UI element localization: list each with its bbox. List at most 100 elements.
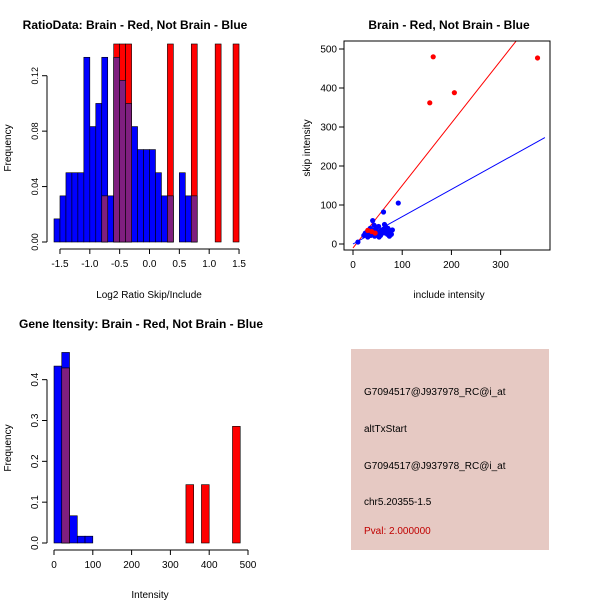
intensity-overlap-bar	[61, 367, 70, 544]
pval-text: Pval: 2.000000	[364, 526, 431, 537]
ratio-blue-bar	[131, 126, 138, 243]
intensity-scatter-panel: Brain - Red, Not Brain - Blue 0 100 200 300…	[302, 18, 551, 301]
scatter-point-blue	[378, 231, 384, 237]
intensity-x-tick-label: 400	[201, 560, 218, 571]
scatter-ylabel: skip intensity	[302, 119, 313, 176]
intensity-red-bar	[232, 426, 241, 544]
scatter-point-red	[430, 54, 436, 60]
event-type: altTxStart	[364, 424, 407, 435]
ratio-blue-bar	[137, 149, 144, 243]
ratio-blue-bar	[107, 195, 114, 243]
ratio-histogram-axes: -1.5 -1.0 -0.5 0.0 0.5 1.0 1.5 0.00 0.04 0.08 0.12	[30, 67, 246, 270]
ratio-histogram-title: RatioData: Brain - Red, Not Brain - Blue	[23, 18, 248, 32]
intensity-y-tick-label: 0.3	[30, 413, 41, 427]
intensity-x-tick-label: 0	[51, 560, 57, 571]
scatter-title: Brain - Red, Not Brain - Blue	[368, 18, 530, 32]
scatter-x-tick-label: 0	[350, 260, 356, 271]
ratio-y-tick-label: 0.04	[30, 178, 40, 196]
scatter-point-blue	[389, 227, 395, 233]
intensity-red-bar	[201, 484, 210, 544]
ratio-blue-bar	[149, 149, 156, 243]
scatter-y-tick-label: 500	[320, 45, 337, 56]
ratio-y-tick-label: 0.12	[30, 67, 40, 85]
ratio-blue-bar	[77, 172, 85, 243]
ratio-x-tick-label: -1.5	[51, 259, 69, 270]
intensity-y-tick-label: 0.0	[30, 536, 41, 550]
ratio-blue-bar	[83, 56, 91, 243]
scatter-point-red	[534, 55, 541, 61]
ratio-blue-bar	[53, 218, 61, 243]
intensity-x-tick-label: 300	[162, 560, 179, 571]
scatter-xlabel: include intensity	[413, 290, 484, 301]
intensity-blue-bar	[84, 535, 94, 544]
gene-intensity-title: Gene Itensity: Brain - Red, Not Brain - …	[19, 317, 263, 331]
ratio-x-tick-label: 0.0	[143, 259, 157, 270]
ratio-blue-bar	[59, 195, 67, 243]
ratio-overlap-bar	[101, 195, 109, 243]
gene-intensity-panel: Gene Itensity: Brain - Red, Not Brain - …	[3, 317, 263, 600]
ratio-overlap-bar	[119, 79, 126, 243]
scatter-y-tick-label: 300	[320, 123, 337, 134]
scatter-point-red	[372, 230, 378, 236]
scatter-point-blue	[375, 223, 382, 230]
ratio-histogram-xlabel: Log2 Ratio Skip/Include	[96, 290, 202, 301]
scatter-point-blue	[395, 200, 401, 206]
scatter-x-tick-label: 300	[492, 260, 509, 271]
ratio-overlap-bar	[167, 195, 174, 243]
intensity-x-tick-label: 500	[240, 560, 257, 571]
intensity-red-bar	[185, 484, 194, 544]
intensity-x-tick-label: 200	[123, 560, 140, 571]
ratio-overlap-bar	[113, 56, 120, 243]
scatter-y-tick-label: 400	[320, 84, 337, 95]
ratio-red-bar	[214, 43, 222, 243]
ratio-histogram-ylabel: Frequency	[3, 124, 14, 171]
ratio-y-tick-label: 0.08	[30, 122, 40, 140]
scatter-point-red	[427, 100, 433, 106]
scatter-point-blue	[371, 222, 377, 228]
scatter-point-red	[451, 90, 457, 96]
ratio-y-tick-label: 0.00	[30, 233, 40, 251]
ratio-blue-bar	[155, 172, 162, 243]
scatter-x-tick-label: 100	[394, 260, 411, 271]
scatter-points	[355, 54, 541, 245]
scatter-axes: 0 100 200 300 0 100 200 300 400 500	[320, 40, 551, 271]
intensity-y-tick-label: 0.1	[30, 495, 41, 509]
scatter-fit-line-red	[352, 41, 517, 249]
ratio-blue-bar	[89, 126, 97, 243]
genomic-location: chr5.20355-1.5	[364, 497, 432, 508]
ratio-blue-bar	[185, 195, 192, 243]
intensity-y-tick-label: 0.2	[30, 454, 41, 468]
ratio-histogram-bars	[53, 43, 240, 243]
intensity-y-tick-label: 0.4	[30, 372, 41, 386]
ratio-red-bar	[232, 43, 240, 243]
gene-intensity-xlabel: Intensity	[131, 590, 168, 600]
scatter-y-tick-label: 0	[331, 240, 337, 251]
scatter-x-tick-label: 200	[443, 260, 460, 271]
scatter-point-blue	[388, 231, 394, 237]
intensity-blue-bar	[69, 515, 78, 544]
ratio-x-tick-label: 0.5	[172, 259, 186, 270]
ratio-blue-bar	[71, 172, 79, 243]
gene-intensity-axes: 0 100 200 300 400 500 0.0 0.1 0.2 0.3 0.4	[30, 372, 257, 571]
scatter-point-blue	[385, 225, 391, 231]
ratio-blue-bar	[161, 195, 168, 243]
gene-intensity-bars	[53, 352, 241, 544]
intensity-x-tick-label: 100	[84, 560, 101, 571]
intensity-blue-bar	[76, 535, 86, 544]
ratio-blue-bar	[179, 172, 186, 243]
ratio-blue-bar	[143, 149, 150, 243]
scatter-y-tick-label: 100	[320, 201, 337, 212]
ratio-overlap-bar	[190, 195, 198, 243]
scatter-y-tick-label: 200	[320, 162, 337, 173]
scatter-frame	[343, 40, 551, 251]
ratio-blue-bar	[65, 172, 73, 243]
probe-info-box: G7094517@J937978_RC@i_at altTxStart G709…	[351, 349, 549, 550]
ratio-histogram-panel: RatioData: Brain - Red, Not Brain - Blue…	[3, 18, 248, 301]
probe-id: G7094517@J937978_RC@i_at	[364, 387, 506, 398]
scatter-point-blue	[370, 218, 376, 224]
probe-id-secondary: G7094517@J937978_RC@i_at	[364, 461, 506, 472]
intensity-blue-bar	[53, 365, 63, 544]
ratio-x-tick-label: -1.0	[81, 259, 99, 270]
ratio-blue-bar	[95, 103, 103, 243]
